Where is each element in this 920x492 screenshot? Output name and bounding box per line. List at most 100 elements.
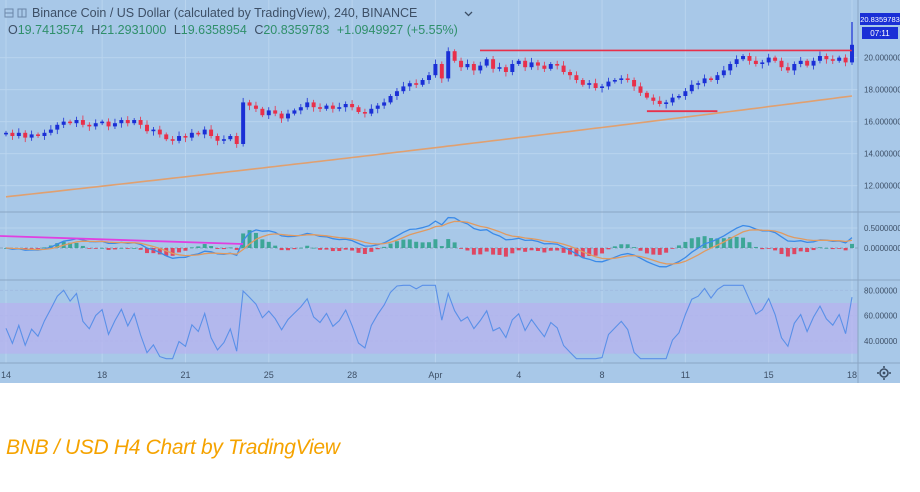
candle-body — [696, 83, 701, 85]
toggle-icon[interactable] — [4, 8, 14, 18]
candle-body — [209, 129, 214, 136]
macd-histogram-bar — [318, 248, 323, 250]
macd-tick-label: 0.5000000 — [864, 224, 900, 233]
macd-histogram-bar — [305, 245, 310, 248]
macd-histogram-bar — [452, 242, 457, 248]
candle-body — [151, 129, 156, 132]
macd-histogram-bar — [362, 248, 367, 254]
price-tick-label: 12.0000000 — [864, 182, 900, 191]
candle-body — [830, 59, 835, 61]
candle-body — [55, 124, 60, 130]
candle-body — [93, 123, 98, 127]
time-tick-label: Apr — [428, 370, 442, 380]
macd-histogram-bar — [837, 248, 842, 249]
candle-body — [100, 121, 105, 124]
candle-body — [132, 120, 137, 124]
candle-body — [388, 96, 393, 103]
macd-histogram-bar — [228, 247, 233, 249]
macd-histogram-bar — [369, 248, 374, 252]
macd-histogram-bar — [337, 248, 342, 252]
candle-body — [555, 64, 560, 66]
candle-body — [401, 86, 406, 92]
macd-histogram-bar — [657, 248, 662, 255]
macd-histogram-bar — [523, 248, 528, 252]
rsi-tick-label: 40.00000 — [864, 337, 898, 346]
candle-body — [311, 102, 316, 108]
candle-body — [824, 56, 829, 60]
macd-histogram-bar — [676, 245, 681, 248]
rsi-band — [0, 303, 858, 354]
candle-body — [318, 107, 323, 109]
candle-body — [459, 60, 464, 68]
candle-body — [638, 86, 643, 93]
macd-histogram-bar — [177, 248, 182, 253]
macd-histogram-bar — [298, 247, 303, 249]
visibility-icon[interactable] — [17, 8, 27, 18]
macd-histogram-bar — [689, 238, 694, 248]
macd-histogram-bar — [811, 248, 816, 251]
macd-histogram-bar — [125, 248, 130, 249]
macd-histogram-bar — [600, 248, 605, 254]
candle-body — [478, 65, 483, 71]
time-axis[interactable]: 14 18 21 25 28 Apr 4 8 11 15 18 — [1, 370, 857, 380]
candle-body — [676, 96, 681, 98]
candle-body — [471, 64, 476, 71]
macd-histogram-bar — [561, 248, 566, 253]
macd-histogram-bar — [433, 239, 438, 248]
chevron-down-icon[interactable] — [464, 11, 473, 17]
candle-body — [574, 75, 579, 80]
macd-histogram-bar — [721, 238, 726, 248]
candle-body — [112, 123, 117, 127]
candle-body — [145, 124, 149, 132]
candle-body — [324, 105, 329, 109]
bar-countdown: 07:11 — [870, 29, 890, 38]
candle-body — [36, 134, 41, 136]
macd-histogram-bar — [170, 248, 175, 256]
rsi-band-fill — [0, 303, 858, 354]
candle-body — [234, 136, 239, 144]
macd-histogram-bar — [779, 248, 784, 255]
macd-trendline — [0, 235, 244, 245]
candle-body — [279, 113, 284, 119]
macd-histogram-bar — [535, 248, 540, 251]
candle-body — [753, 60, 758, 64]
macd-histogram-bar — [215, 248, 220, 249]
candle-body — [632, 80, 637, 87]
macd-histogram-bar — [100, 247, 105, 249]
candle-body — [651, 97, 656, 101]
price-tick-label: 16.0000000 — [864, 118, 900, 127]
trading-chart[interactable]: 20.0000000 18.0000000 16.0000000 14.0000000… — [0, 0, 900, 383]
macd-histogram-bar — [568, 248, 572, 255]
candle-body — [805, 60, 810, 66]
candle-body — [817, 56, 822, 61]
candle-body — [452, 51, 457, 61]
price-tick-label: 14.0000000 — [864, 150, 900, 159]
macd-histogram-bar — [388, 243, 393, 248]
candle-body — [241, 102, 246, 144]
candle-body — [747, 56, 752, 61]
macd-histogram-bar — [670, 248, 675, 249]
candle-body — [80, 120, 85, 125]
candle-body — [465, 64, 470, 68]
settings-gear-icon[interactable] — [877, 366, 891, 380]
price-axis[interactable]: 20.0000000 18.0000000 16.0000000 14.0000000… — [864, 54, 900, 346]
symbol-title[interactable]: Binance Coin / US Dollar (calculated by … — [32, 6, 417, 20]
candle-body — [196, 132, 201, 135]
macd-histogram-bar — [792, 248, 797, 255]
candle-body — [657, 100, 662, 104]
candle-body — [369, 108, 374, 114]
macd-histogram-bar — [798, 248, 803, 252]
macd-histogram-bar — [138, 248, 143, 250]
candle-body — [23, 132, 28, 138]
candle-body — [414, 83, 419, 85]
candle-body — [273, 110, 278, 114]
macd-histogram-bar — [785, 248, 790, 257]
macd-histogram-bar — [221, 248, 226, 250]
macd-histogram-bar — [407, 239, 412, 248]
candle-body — [683, 91, 688, 96]
candle-body — [619, 78, 624, 80]
macd-histogram-bar — [439, 246, 444, 248]
macd-histogram-bar — [414, 241, 419, 248]
candle-body — [61, 121, 66, 125]
macd-histogram-bar — [74, 242, 79, 248]
